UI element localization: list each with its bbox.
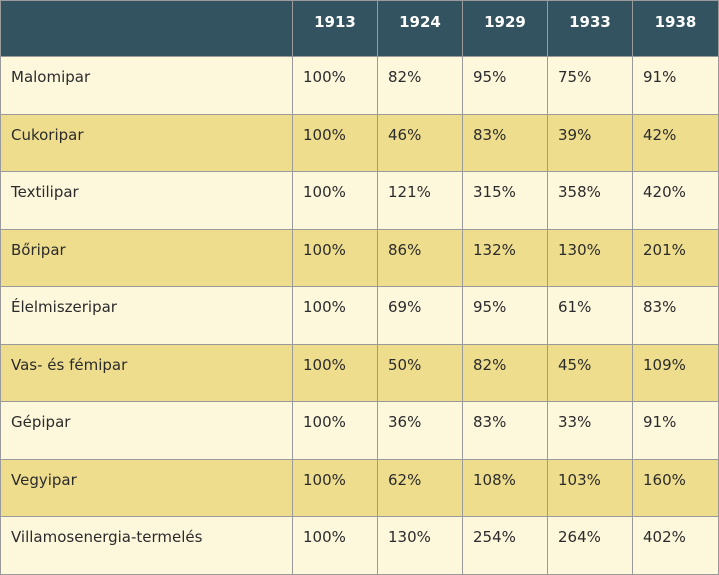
row-label: Textilipar [0, 171, 293, 230]
table-row: Gépipar 100% 36% 83% 33% 91% [0, 401, 719, 460]
table-row: Textilipar 100% 121% 315% 358% 420% [0, 171, 719, 230]
table-cell: 201% [632, 228, 719, 288]
table-row: Vegyipar 100% 62% 108% 103% 160% [0, 458, 719, 518]
table-cell: 83% [462, 401, 548, 460]
row-label: Élelmiszeripar [0, 286, 293, 345]
table-cell: 100% [292, 286, 378, 345]
header-cell-year: 1929 [462, 0, 548, 57]
header-cell-year: 1924 [377, 0, 463, 57]
row-label: Vas- és fémipar [0, 343, 293, 403]
table-row: Malomipar 100% 82% 95% 75% 91% [0, 56, 719, 115]
header-cell-year: 1913 [292, 0, 378, 57]
table-cell: 160% [632, 458, 719, 518]
table-cell: 33% [547, 401, 633, 460]
row-label: Cukoripar [0, 113, 293, 173]
table-cell: 95% [462, 286, 548, 345]
table-cell: 86% [377, 228, 463, 288]
table-row: Vas- és fémipar 100% 50% 82% 45% 109% [0, 343, 719, 403]
table-cell: 132% [462, 228, 548, 288]
table-cell: 83% [632, 286, 719, 345]
table-cell: 108% [462, 458, 548, 518]
table-cell: 82% [462, 343, 548, 403]
table-cell: 42% [632, 113, 719, 173]
table-cell: 82% [377, 56, 463, 115]
table-row: Élelmiszeripar 100% 69% 95% 61% 83% [0, 286, 719, 345]
row-label: Malomipar [0, 56, 293, 115]
table-cell: 91% [632, 401, 719, 460]
row-label: Villamosenergia-termelés [0, 516, 293, 575]
table-row: Villamosenergia-termelés 100% 130% 254% … [0, 516, 719, 575]
table-cell: 100% [292, 343, 378, 403]
table-cell: 50% [377, 343, 463, 403]
table-cell: 264% [547, 516, 633, 575]
table-cell: 61% [547, 286, 633, 345]
table-cell: 315% [462, 171, 548, 230]
header-cell-year: 1938 [632, 0, 719, 57]
row-label: Gépipar [0, 401, 293, 460]
table-cell: 103% [547, 458, 633, 518]
table-cell: 39% [547, 113, 633, 173]
row-label: Vegyipar [0, 458, 293, 518]
table-cell: 100% [292, 458, 378, 518]
table-cell: 130% [547, 228, 633, 288]
table-cell: 121% [377, 171, 463, 230]
table-cell: 130% [377, 516, 463, 575]
table-cell: 36% [377, 401, 463, 460]
header-cell-year: 1933 [547, 0, 633, 57]
table-cell: 358% [547, 171, 633, 230]
header-cell-corner [0, 0, 293, 57]
table-row: Bőripar 100% 86% 132% 130% 201% [0, 228, 719, 288]
table-cell: 91% [632, 56, 719, 115]
table-cell: 69% [377, 286, 463, 345]
table-cell: 45% [547, 343, 633, 403]
table-cell: 402% [632, 516, 719, 575]
table-cell: 46% [377, 113, 463, 173]
table-cell: 100% [292, 113, 378, 173]
table-cell: 95% [462, 56, 548, 115]
table-cell: 420% [632, 171, 719, 230]
row-label: Bőripar [0, 228, 293, 288]
table-row: Cukoripar 100% 46% 83% 39% 42% [0, 113, 719, 173]
table-cell: 100% [292, 401, 378, 460]
table-cell: 83% [462, 113, 548, 173]
table-cell: 100% [292, 56, 378, 115]
table-cell: 75% [547, 56, 633, 115]
table-cell: 254% [462, 516, 548, 575]
header-row: 1913 1924 1929 1933 1938 [0, 0, 719, 57]
table-cell: 100% [292, 228, 378, 288]
table-cell: 100% [292, 516, 378, 575]
table-cell: 100% [292, 171, 378, 230]
table-cell: 109% [632, 343, 719, 403]
table-cell: 62% [377, 458, 463, 518]
